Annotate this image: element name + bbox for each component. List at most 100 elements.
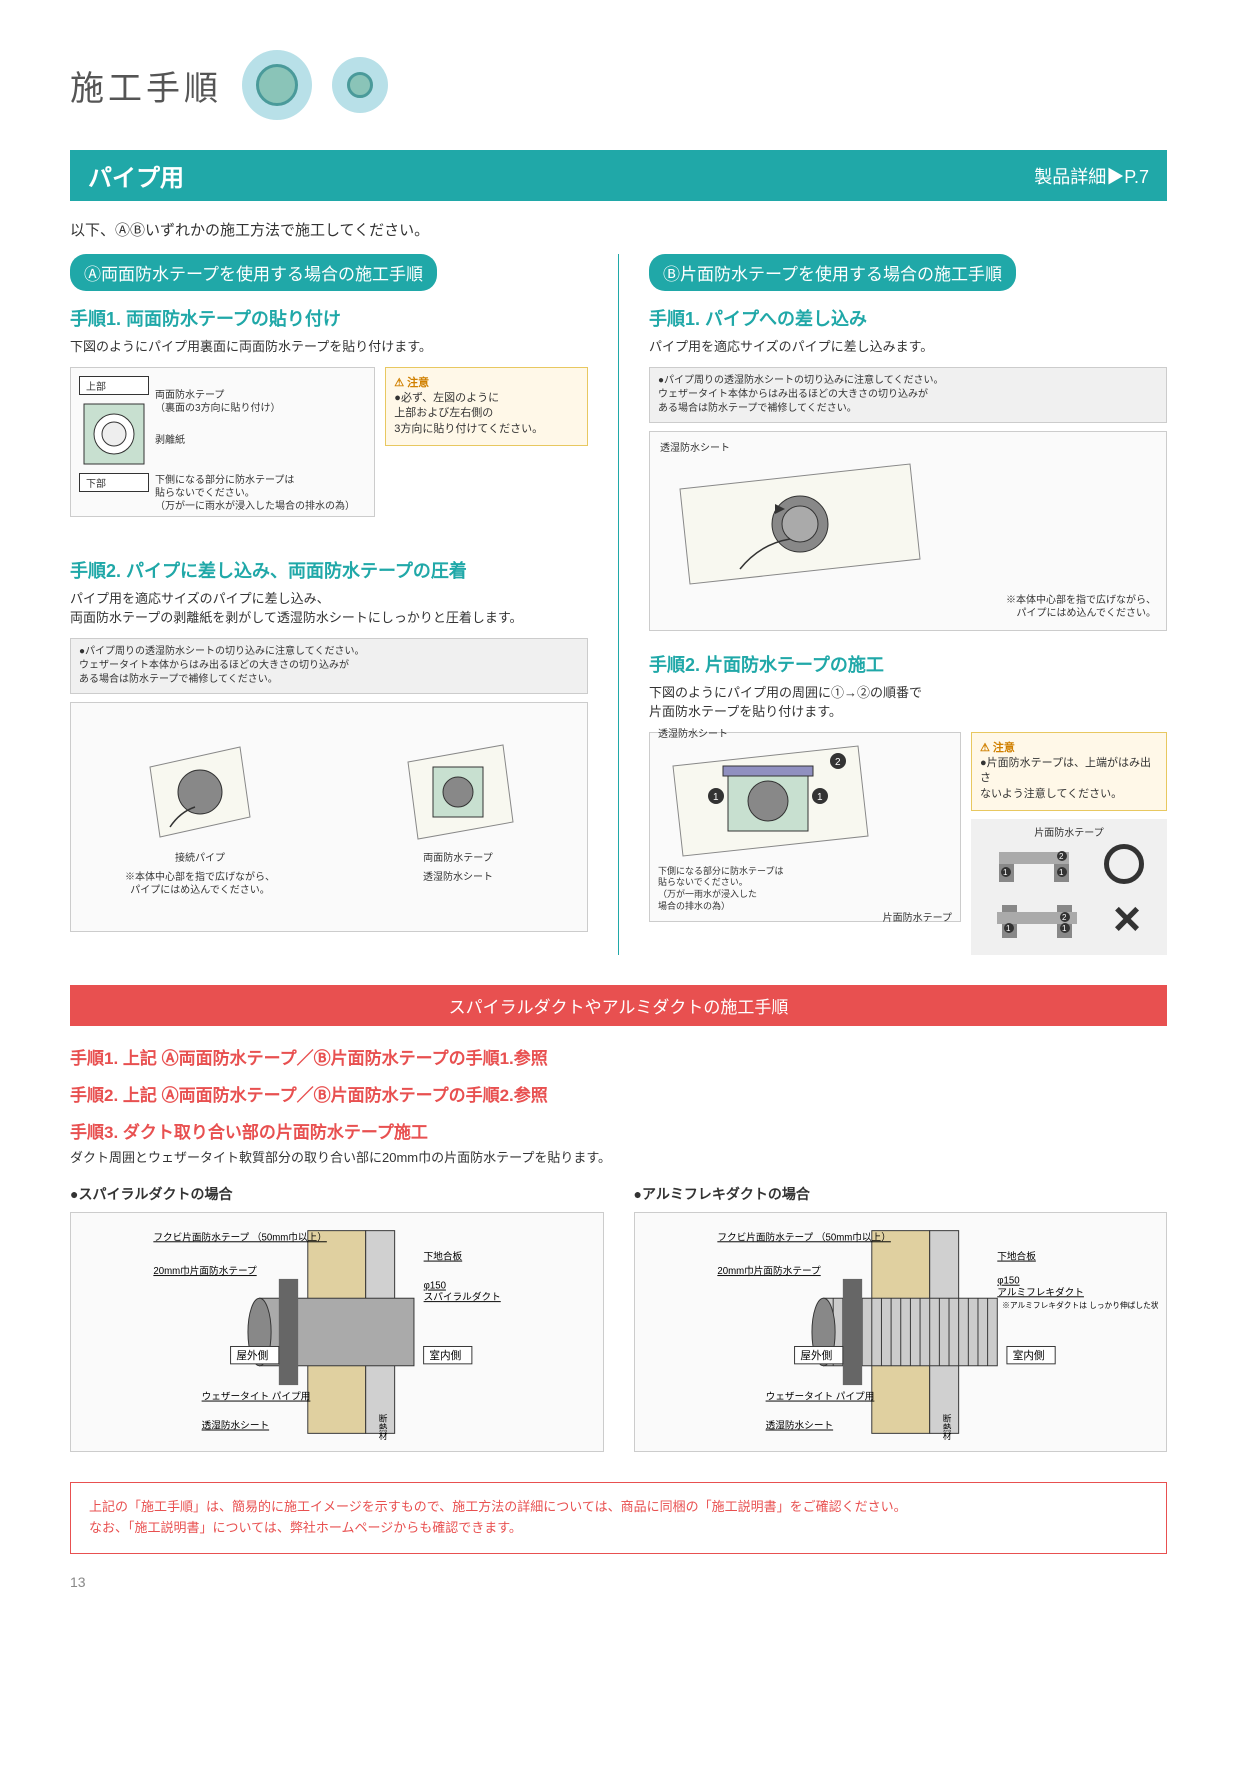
ok-mark-icon bbox=[1104, 844, 1144, 884]
spiral-step2: 手順2. 上記 Ⓐ両面防水テープ／Ⓑ片面防水テープの手順2.参照 bbox=[70, 1081, 1167, 1106]
column-a: Ⓐ両面防水テープを使用する場合の施工手順 手順1. 両面防水テープの貼り付け 下… bbox=[70, 254, 588, 955]
page-number: 13 bbox=[70, 1574, 1167, 1590]
a-info1: ●パイプ周りの透湿防水シートの切り込みに注意してください。 ウェザータイト本体か… bbox=[70, 638, 588, 694]
svg-text:※アルミフレキダクトは しっかり伸ばした状態で 使用してくだ: ※アルミフレキダクトは しっかり伸ばした状態で 使用してください。 bbox=[1002, 1300, 1158, 1310]
spiral-right-header: ●アルミフレキダクトの場合 bbox=[634, 1184, 1168, 1204]
svg-text:フクビ片面防水テープ （50mm巾以上）: フクビ片面防水テープ （50mm巾以上） bbox=[153, 1231, 327, 1243]
svg-text:屋外側: 屋外側 bbox=[800, 1349, 832, 1362]
center-divider bbox=[618, 254, 619, 955]
svg-text:下地合板: 下地合板 bbox=[997, 1251, 1036, 1263]
b-tape-diagram-icon: 1 1 2 bbox=[658, 741, 878, 861]
a-step1-desc: 下図のようにパイプ用裏面に両面防水テープを貼り付けます。 bbox=[70, 337, 588, 357]
ng-mark-icon: × bbox=[1113, 892, 1141, 947]
a-step1-title: 手順1. 両面防水テープの貼り付け bbox=[70, 305, 588, 331]
upper-label: 上部 bbox=[79, 376, 149, 395]
warn2-text: ●片面防水テープは、上端がはみ出さ ないよう注意してください。 bbox=[980, 756, 1158, 802]
alumi-duct-col: ●アルミフレキダクトの場合 フクビ片面防水テープ （50mm巾以上） 20mm巾… bbox=[634, 1184, 1168, 1452]
warn1-text: ●必ず、左図のように 上部および左右側の 3方向に貼り付けてください。 bbox=[394, 391, 579, 437]
svg-text:屋外側: 屋外側 bbox=[236, 1349, 268, 1362]
annot-sheet-b1: 透湿防水シート bbox=[660, 442, 1156, 455]
press-diagram-icon bbox=[398, 737, 518, 847]
svg-text:1: 1 bbox=[1006, 924, 1011, 933]
svg-text:2: 2 bbox=[1059, 852, 1064, 861]
annot-center-b: ※本体中心部を指で広げながら、 パイプにはめ込んでください。 bbox=[660, 594, 1156, 620]
header-icon-small bbox=[332, 57, 388, 113]
a-step2-diagram: 接続パイプ ※本体中心部を指で広げながら、 パイプにはめ込んでください。 両面防… bbox=[70, 702, 588, 932]
svg-text:室内側: 室内側 bbox=[1012, 1349, 1044, 1362]
annot-center-a: ※本体中心部を指で広げながら、 パイプにはめ込んでください。 bbox=[81, 871, 319, 897]
warn1-title: 注意 bbox=[394, 376, 579, 391]
spiral-left-header: ●スパイラルダクトの場合 bbox=[70, 1184, 604, 1204]
page-title: 施工手順 bbox=[70, 61, 222, 110]
svg-text:透湿防水シート: 透湿防水シート bbox=[765, 1420, 833, 1432]
annot-both: 両面防水テープ bbox=[339, 852, 577, 865]
spiral-step3-desc: ダクト周囲とウェザータイト軟質部分の取り合い部に20mm巾の片面防水テープを貼り… bbox=[70, 1147, 1167, 1166]
ng-pattern-icon: 1 1 2 bbox=[997, 900, 1077, 940]
annot-lower-b: 下側になる部分に防水テープは 貼らないでください。 （万が一雨水が浸入した 場合… bbox=[658, 866, 952, 913]
a-step2-title: 手順2. パイプに差し込み、両面防水テープの圧着 bbox=[70, 557, 588, 583]
b-step2-desc: 下図のようにパイプ用の周囲に①→②の順番で 片面防水テープを貼り付けます。 bbox=[649, 683, 1167, 722]
footer-note: 上記の「施工手順」は、簡易的に施工イメージを示すもので、施工方法の詳細については… bbox=[70, 1482, 1167, 1554]
annot-paper: 剥離紙 bbox=[155, 434, 355, 447]
svg-text:下地合板: 下地合板 bbox=[424, 1251, 463, 1263]
section-b-header: Ⓑ片面防水テープを使用する場合の施工手順 bbox=[649, 254, 1016, 291]
banner-left: パイプ用 bbox=[88, 158, 184, 193]
b-insert-diagram-icon bbox=[660, 459, 940, 589]
header-icon-large bbox=[242, 50, 312, 120]
warn2-title: 注意 bbox=[980, 741, 1158, 756]
spiral-step1: 手順1. 上記 Ⓐ両面防水テープ／Ⓑ片面防水テープの手順1.参照 bbox=[70, 1044, 1167, 1069]
a-step1-diagram: 上部 下部 両面防水テープ （裏面の3方向に貼り付け） 剥離紙 下側になる部分に… bbox=[70, 367, 375, 517]
banner-right: 製品詳細▶P.7 bbox=[1034, 163, 1149, 189]
annot-sheet-a: 透湿防水シート bbox=[339, 871, 577, 884]
svg-text:断熱材: 断熱材 bbox=[378, 1413, 388, 1440]
spiral-left-diagram: フクビ片面防水テープ （50mm巾以上） 20mm巾片面防水テープ 下地合板 φ… bbox=[70, 1212, 604, 1452]
b-step2-title: 手順2. 片面防水テープの施工 bbox=[649, 651, 1167, 677]
a-step2-desc: パイプ用を適応サイズのパイプに差し込み、 両面防水テープの剥離紙を剥がして透湿防… bbox=[70, 589, 588, 628]
annot-joint: 接続パイプ bbox=[81, 852, 319, 865]
svg-text:φ150: φ150 bbox=[424, 1281, 446, 1292]
svg-text:2: 2 bbox=[835, 757, 841, 768]
ok-pattern-icon: 1 1 2 bbox=[994, 844, 1074, 884]
spiral-step3: 手順3. ダクト取り合い部の片面防水テープ施工 ダクト周囲とウェザータイト軟質部… bbox=[70, 1118, 1167, 1166]
annot-sheet-b2: 透湿防水シート bbox=[658, 728, 952, 741]
b-step1-title: 手順1. パイプへの差し込み bbox=[649, 305, 1167, 331]
annot-tape: 両面防水テープ （裏面の3方向に貼り付け） bbox=[155, 389, 355, 415]
svg-text:20mm巾片面防水テープ: 20mm巾片面防水テープ bbox=[153, 1265, 257, 1277]
svg-text:1: 1 bbox=[1003, 868, 1008, 877]
svg-text:断熱材: 断熱材 bbox=[942, 1413, 952, 1440]
spiral-duct-col: ●スパイラルダクトの場合 フクビ片面防水テープ （50mm巾以上） 20mm巾片… bbox=[70, 1184, 604, 1452]
svg-text:ウェザータイト パイプ用: ウェザータイト パイプ用 bbox=[202, 1392, 311, 1403]
b-warning: 注意 ●片面防水テープは、上端がはみ出さ ないよう注意してください。 bbox=[971, 732, 1167, 812]
lower-label: 下部 bbox=[79, 473, 149, 492]
b-info1: ●パイプ周りの透湿防水シートの切り込みに注意してください。 ウェザータイト本体か… bbox=[649, 367, 1167, 423]
spiral-cross-section-icon: フクビ片面防水テープ （50mm巾以上） 20mm巾片面防水テープ 下地合板 φ… bbox=[79, 1221, 595, 1443]
svg-text:2: 2 bbox=[1062, 913, 1067, 922]
svg-text:1: 1 bbox=[713, 792, 719, 803]
svg-text:スパイラルダクト: スパイラルダクト bbox=[424, 1291, 501, 1303]
b-step1-desc: パイプ用を適応サイズのパイプに差し込みます。 bbox=[649, 337, 1167, 357]
alumi-cross-section-icon: フクビ片面防水テープ （50mm巾以上） 20mm巾片面防水テープ 下地合板 φ… bbox=[643, 1221, 1159, 1443]
b-step1-diagram: 透湿防水シート ※本体中心部を指で広げながら、 パイプにはめ込んでください。 bbox=[649, 431, 1167, 631]
annot-single: 片面防水テープ bbox=[658, 912, 952, 925]
main-banner: パイプ用 製品詳細▶P.7 bbox=[70, 150, 1167, 201]
a-warning-1: 注意 ●必ず、左図のように 上部および左右側の 3方向に貼り付けてください。 bbox=[385, 367, 588, 447]
svg-text:アルミフレキダクト: アルミフレキダクト bbox=[997, 1286, 1084, 1298]
svg-text:φ150: φ150 bbox=[997, 1276, 1019, 1287]
svg-text:透湿防水シート: 透湿防水シート bbox=[202, 1420, 270, 1432]
section-a-header: Ⓐ両面防水テープを使用する場合の施工手順 bbox=[70, 254, 437, 291]
svg-text:1: 1 bbox=[817, 792, 823, 803]
spiral-right-diagram: フクビ片面防水テープ （50mm巾以上） 20mm巾片面防水テープ 下地合板 φ… bbox=[634, 1212, 1168, 1452]
spiral-banner: スパイラルダクトやアルミダクトの施工手順 bbox=[70, 985, 1167, 1026]
svg-text:20mm巾片面防水テープ: 20mm巾片面防水テープ bbox=[717, 1265, 821, 1277]
pipe-plate-icon bbox=[79, 399, 149, 469]
svg-text:1: 1 bbox=[1059, 868, 1064, 877]
svg-text:フクビ片面防水テープ （50mm巾以上）: フクビ片面防水テープ （50mm巾以上） bbox=[717, 1231, 891, 1243]
b-step2-diagram: 透湿防水シート 1 1 2 下側になる部分に防水テープは 貼らないでください。 … bbox=[649, 732, 961, 922]
svg-text:1: 1 bbox=[1062, 924, 1067, 933]
intro-text: 以下、ⒶⒷいずれかの施工方法で施工してください。 bbox=[70, 219, 1167, 240]
annot-lower: 下側になる部分に防水テープは 貼らないでください。 （万が一に雨水が浸入した場合… bbox=[155, 474, 355, 513]
insert-diagram-icon bbox=[140, 737, 260, 847]
column-b: Ⓑ片面防水テープを使用する場合の施工手順 手順1. パイプへの差し込み パイプ用… bbox=[649, 254, 1167, 955]
page-header: 施工手順 bbox=[70, 50, 1167, 120]
warn2-label: 片面防水テープ bbox=[979, 827, 1159, 840]
